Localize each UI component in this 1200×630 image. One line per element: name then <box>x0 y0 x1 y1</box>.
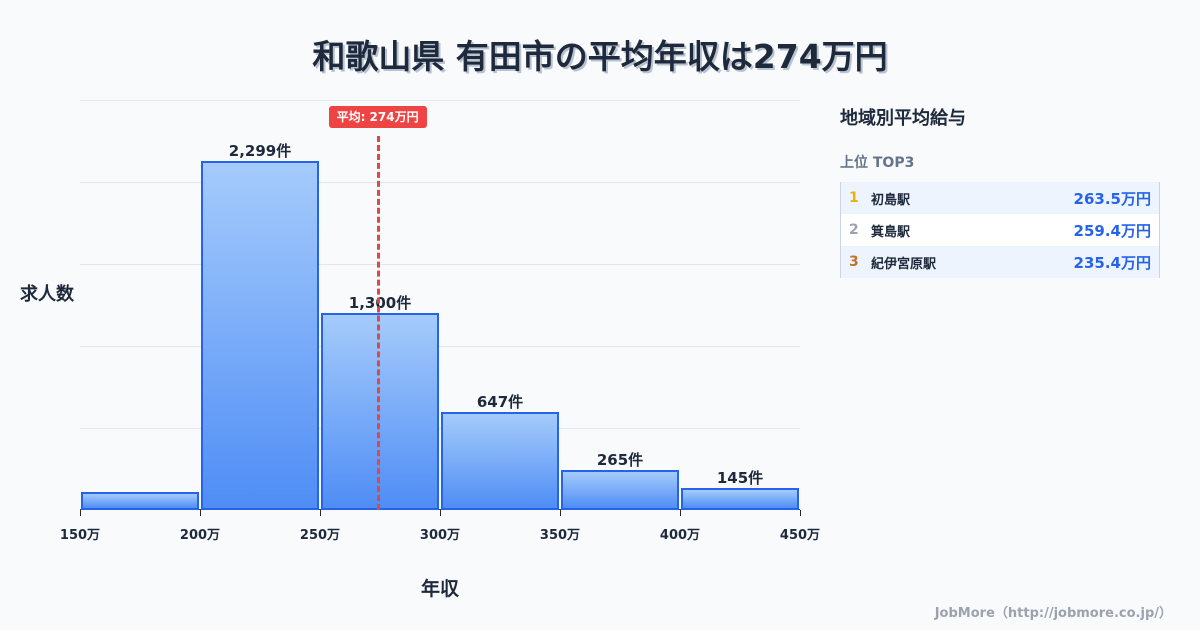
bar-value-label: 2,299件 <box>228 142 292 160</box>
x-tick-label: 250万 <box>299 528 341 543</box>
ranking-row: 3 紀伊宮原駅 235.4万円 <box>841 246 1159 278</box>
bar-value-label: 647件 <box>476 392 524 411</box>
station-name: 箕島駅 <box>871 224 911 240</box>
gridline <box>80 100 800 101</box>
histogram-bar <box>681 488 799 510</box>
ranking-row: 2 箕島駅 259.4万円 <box>841 214 1159 246</box>
histogram-bar <box>81 491 199 510</box>
histogram-bar <box>441 411 559 510</box>
x-tick <box>440 510 441 516</box>
bar-value-label: 1,300件 <box>348 293 412 312</box>
x-tick-label: 450万 <box>779 528 821 543</box>
x-tick <box>680 510 681 516</box>
x-axis-label: 年収 <box>420 578 459 600</box>
x-tick-label: 350万 <box>539 528 581 543</box>
x-tick <box>80 510 81 516</box>
gridline <box>80 428 800 429</box>
station-name: 初島駅 <box>871 192 911 208</box>
x-tick <box>320 510 321 516</box>
x-tick <box>560 510 561 516</box>
gridline <box>80 182 800 183</box>
x-axis-line <box>80 509 800 510</box>
x-tick <box>200 510 201 516</box>
salary-value: 235.4万円 <box>1073 253 1151 272</box>
ranking-row: 1 初島駅 263.5万円 <box>841 182 1159 214</box>
page-title: 和歌山県 有田市の平均年収は274万円 <box>312 37 888 76</box>
mean-line <box>376 136 380 510</box>
mean-badge: 平均: 274万円 <box>328 106 427 128</box>
x-tick-label: 200万 <box>179 528 221 543</box>
footer-credit: JobMore（http://jobmore.co.jp/） <box>934 606 1172 621</box>
salary-value: 259.4万円 <box>1073 221 1151 240</box>
rank-number: 2 <box>849 222 859 238</box>
gridline <box>80 264 800 265</box>
station-name: 紀伊宮原駅 <box>871 256 937 272</box>
salary-value: 263.5万円 <box>1073 189 1151 208</box>
panel-subtitle: 上位 TOP3 <box>840 155 915 171</box>
x-tick <box>800 510 801 516</box>
ranking-table: 1 初島駅 263.5万円 2 箕島駅 259.4万円 3 紀伊宮原駅 235.… <box>840 182 1160 278</box>
histogram-plot: 2,299件 1,300件 647件 265件 145件 150万 200万 250万 300万… <box>60 100 820 543</box>
rank-number: 1 <box>849 190 859 206</box>
rank-number: 3 <box>849 254 859 270</box>
bar-value-label: 145件 <box>716 468 764 487</box>
panel-title: 地域別平均給与 <box>840 108 966 129</box>
bar-value-label: 265件 <box>596 450 644 469</box>
y-axis-label: 求人数 <box>20 284 74 305</box>
histogram-bar <box>321 312 439 510</box>
histogram-bar <box>201 161 319 510</box>
histogram-bar <box>561 469 679 510</box>
x-tick-label: 150万 <box>59 528 101 543</box>
regional-salary-panel: 地域別平均給与 上位 TOP3 1 初島駅 263.5万円 2 箕島駅 259.… <box>840 100 1160 278</box>
gridline <box>80 346 800 347</box>
x-tick-label: 300万 <box>419 528 461 543</box>
x-tick-label: 400万 <box>659 528 701 543</box>
